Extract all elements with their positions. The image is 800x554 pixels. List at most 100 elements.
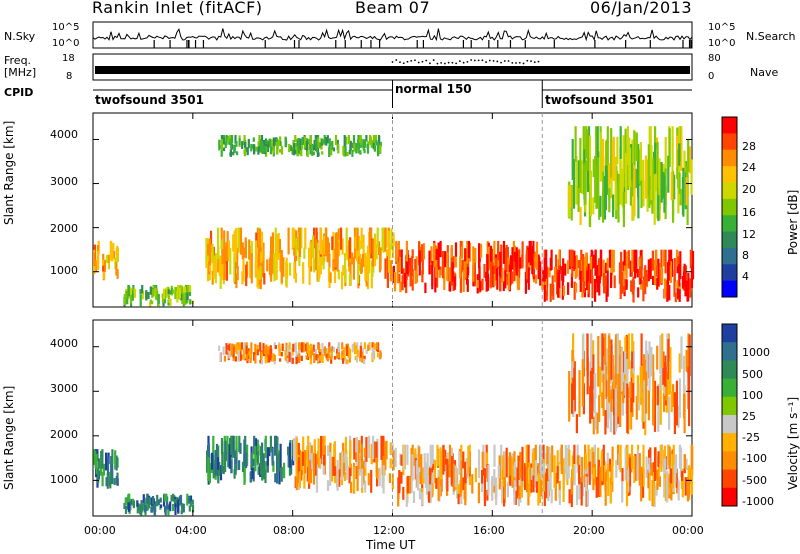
echo-cell — [337, 143, 340, 154]
echo-cell — [373, 441, 376, 463]
echo-cell — [288, 442, 292, 468]
echo-cell — [527, 247, 530, 263]
echo-cell — [333, 441, 336, 467]
echo-cell — [525, 466, 529, 493]
colorbar-swatch — [722, 487, 737, 507]
echo-cell — [356, 466, 359, 492]
echo-cell — [638, 384, 641, 411]
echo-cell — [481, 278, 484, 291]
echo-cell — [272, 460, 275, 472]
colorbar-swatch — [722, 133, 737, 151]
echo-cell — [102, 262, 105, 272]
echo-cell — [270, 252, 273, 282]
echo-cell — [495, 257, 498, 269]
echo-cell — [311, 151, 314, 156]
echo-cell — [638, 453, 641, 486]
echo-cell — [375, 441, 378, 459]
echo-cell — [239, 349, 242, 362]
echo-cell — [337, 342, 340, 353]
echo-cell — [661, 267, 664, 284]
echo-cell — [641, 392, 644, 423]
echo-cell — [516, 272, 519, 284]
echo-cell — [426, 453, 429, 473]
echo-cell — [605, 140, 608, 170]
echo-cell — [598, 258, 601, 276]
echo-cell — [225, 135, 228, 143]
echo-cell — [490, 261, 493, 279]
echo-cell — [100, 468, 103, 476]
echo-cell — [436, 450, 439, 466]
echo-cell — [357, 235, 361, 268]
echo-cell — [341, 342, 344, 350]
echo-cell — [626, 340, 629, 374]
echo-cell — [95, 453, 98, 475]
echo-cell — [180, 510, 183, 515]
velocity-cb-m500: -500 — [742, 474, 767, 487]
echo-cell — [301, 137, 304, 145]
nave-dot — [526, 59, 529, 62]
nave-dot — [462, 61, 465, 64]
echo-cell — [308, 479, 311, 489]
echo-cell — [274, 345, 277, 350]
echo-cell — [300, 147, 303, 157]
echo-cell — [191, 504, 195, 513]
echo-cell — [658, 476, 661, 487]
echo-cell — [321, 139, 324, 145]
echo-cell — [302, 262, 305, 284]
echo-cell — [397, 477, 400, 499]
echo-cell — [276, 145, 279, 155]
echo-cell — [619, 126, 622, 159]
echo-cell — [531, 248, 534, 275]
velocity-cb-m1000: -1000 — [742, 495, 774, 508]
echo-cell — [657, 451, 660, 468]
colorbar-swatch — [722, 231, 737, 249]
echo-cell — [480, 476, 484, 492]
echo-cell — [351, 252, 354, 265]
echo-cell — [591, 397, 594, 419]
echo-cell — [514, 490, 517, 505]
echo-cell — [354, 236, 357, 249]
echo-cell — [129, 294, 132, 304]
echo-cell — [558, 249, 561, 266]
echo-cell — [323, 346, 326, 356]
echo-cell — [657, 466, 660, 486]
echo-cell — [642, 180, 645, 207]
echo-cell — [645, 371, 648, 414]
echo-cell — [220, 150, 223, 157]
echo-cell — [633, 261, 637, 279]
colorbar-swatch — [722, 360, 737, 380]
echo-cell — [327, 242, 330, 256]
echo-cell — [548, 447, 551, 481]
echo-cell — [571, 469, 574, 495]
echo-cell — [318, 344, 321, 353]
echo-cell — [284, 136, 287, 147]
echo-cell — [151, 508, 154, 513]
echo-cell — [588, 461, 591, 485]
echo-cell — [238, 138, 241, 146]
echo-cell — [668, 361, 672, 379]
echo-cell — [254, 445, 257, 465]
echo-cell — [111, 449, 114, 464]
nave-dot — [432, 59, 435, 61]
echo-cell — [466, 267, 470, 276]
echo-cell — [487, 246, 490, 271]
echo-cell — [571, 139, 574, 180]
echo-cell — [590, 256, 593, 270]
echo-cell — [391, 242, 394, 259]
echo-cell — [340, 355, 344, 361]
echo-cell — [309, 469, 313, 484]
echo-cell — [268, 138, 271, 145]
echo-cell — [242, 252, 245, 282]
echo-cell — [654, 126, 657, 158]
echo-cell — [323, 135, 326, 144]
echo-cell — [227, 138, 230, 143]
echo-cell — [270, 236, 273, 266]
echo-cell — [392, 450, 395, 471]
echo-cell — [668, 128, 671, 168]
echo-cell — [95, 260, 98, 273]
echo-cell — [238, 342, 241, 352]
echo-cell — [589, 170, 592, 217]
echo-cell — [633, 165, 636, 217]
echo-cell — [521, 254, 524, 269]
